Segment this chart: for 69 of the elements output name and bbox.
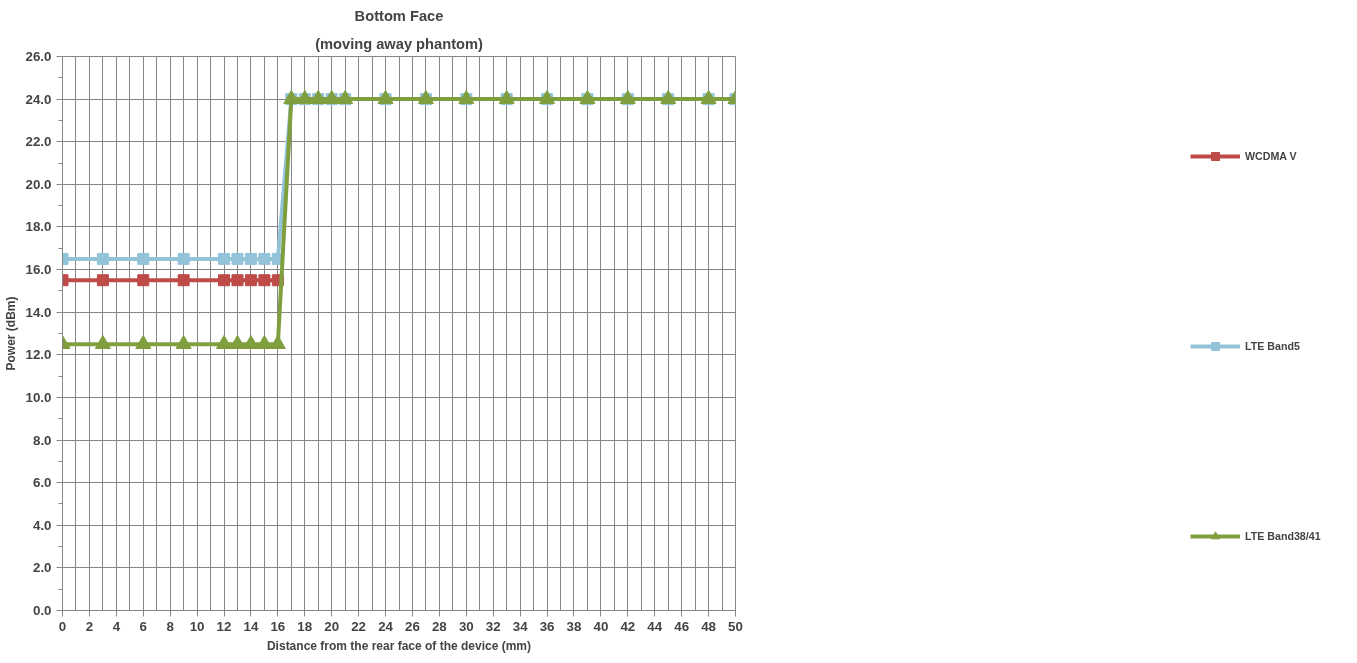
y-tick-label: 6.0 <box>32 475 52 491</box>
point <box>256 334 273 349</box>
x-tick-label: 48 <box>701 618 716 634</box>
y-tick-label: 16.0 <box>25 262 52 278</box>
x-tick-label: 4 <box>112 618 121 634</box>
x-tick-label: 0 <box>58 618 67 634</box>
y-tick-label: 0.0 <box>32 603 52 618</box>
y-tick-label: 2.0 <box>32 560 52 576</box>
x-tick-label: 28 <box>431 618 447 634</box>
y-tick-label: 12.0 <box>25 347 52 363</box>
point <box>218 274 231 287</box>
point <box>96 274 109 287</box>
x-tick-label: 22 <box>351 618 367 634</box>
point <box>135 334 152 349</box>
x-tick-label: 40 <box>593 618 609 634</box>
x-tick-label: 2 <box>85 618 94 634</box>
chart-title: Bottom Face <box>354 7 444 24</box>
legend-label: LTE Band5 <box>1245 339 1301 354</box>
x-tick-label: 38 <box>566 618 582 634</box>
point <box>244 252 257 265</box>
point <box>242 334 259 349</box>
x-tick-label: 46 <box>674 618 690 634</box>
x-tick-label: 36 <box>539 618 555 634</box>
chart-subtitle: (moving away phantom) <box>315 35 483 52</box>
point <box>177 252 190 265</box>
point <box>216 334 233 349</box>
x-tick-label: 42 <box>620 618 636 634</box>
y-tick-label: 8.0 <box>32 432 52 448</box>
x-tick-label: 10 <box>189 618 205 634</box>
y-tick-label: 10.0 <box>25 389 52 405</box>
point <box>137 252 150 265</box>
x-tick-label: 12 <box>216 618 232 634</box>
point <box>218 252 231 265</box>
point <box>258 274 271 287</box>
point <box>175 334 192 349</box>
x-tick-label: 20 <box>324 618 340 634</box>
point <box>258 252 271 265</box>
x-tick-label: 24 <box>378 618 394 634</box>
point <box>269 334 286 349</box>
x-tick-label: 8 <box>166 618 174 634</box>
x-tick-label: 50 <box>728 618 743 634</box>
x-tick-label: 44 <box>647 618 663 634</box>
point <box>229 334 246 349</box>
point <box>231 252 244 265</box>
legend-label: LTE Band38/41 <box>1245 529 1322 544</box>
x-tick-label: 6 <box>139 618 147 634</box>
point <box>137 274 150 287</box>
y-axis-title: Power (dBm) <box>3 296 18 371</box>
x-tick-label: 18 <box>297 618 313 634</box>
y-tick-label: 4.0 <box>32 517 52 533</box>
y-tick-label: 14.0 <box>25 304 52 320</box>
x-tick-label: 14 <box>243 618 259 634</box>
x-tick-label: 30 <box>458 618 474 634</box>
x-tick-label: 34 <box>512 618 529 634</box>
y-tick-label: 24.0 <box>25 91 52 107</box>
point <box>94 334 111 349</box>
x-axis-title: Distance from the rear face of the device (mm) <box>266 638 532 653</box>
y-tick-label: 22.0 <box>25 134 52 150</box>
point <box>231 274 244 287</box>
point <box>177 274 190 287</box>
x-tick-label: 32 <box>485 618 501 634</box>
y-tick-label: 20.0 <box>25 176 52 192</box>
x-tick-label: 16 <box>270 618 286 634</box>
point <box>96 252 109 265</box>
point <box>244 274 257 287</box>
legend-label: WCDMA V <box>1245 149 1298 164</box>
y-tick-label: 26.0 <box>25 49 52 64</box>
y-tick-label: 18.0 <box>25 219 52 235</box>
x-tick-label: 26 <box>405 618 420 634</box>
